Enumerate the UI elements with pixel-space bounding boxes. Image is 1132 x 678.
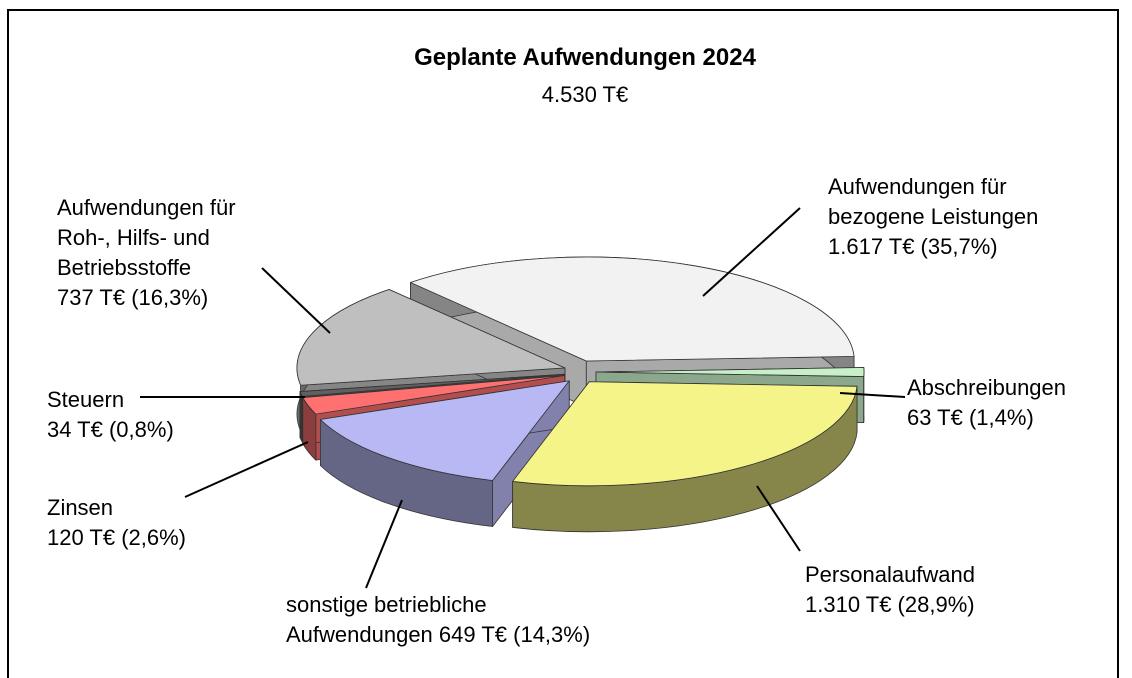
value-label: 737 T€ (16,3%) [57, 285, 209, 310]
chart-title: Geplante Aufwendungen 2024 [414, 44, 756, 71]
category-label: Abschreibungen [907, 375, 1067, 400]
slice-label: Personalaufwand 1.310 T€ (28,9%) [805, 560, 1065, 620]
slice-label: Steuern 34 T€ (0,8%) [47, 385, 247, 445]
pie-slice [512, 381, 858, 533]
leader-lines [140, 207, 906, 589]
category-label: Aufwendungen für bezogene Leistungen [828, 174, 1039, 229]
value-label: 120 T€ (2,6%) [47, 525, 187, 550]
slice-label: Aufwendungen für bezogene Leistungen 1.61… [828, 172, 1068, 262]
leader-line [756, 485, 801, 552]
slice-label: Aufwendungen für Roh-, Hilfs- und Betrie… [57, 193, 257, 313]
value-label: 1.310 T€ (28,9%) [805, 592, 975, 617]
category-label: Zinsen [47, 495, 114, 520]
slice-label: Abschreibungen 63 T€ (1,4%) [907, 373, 1127, 433]
value-label: 34 T€ (0,8%) [47, 417, 174, 442]
leader-line [839, 392, 906, 398]
slice-label: Zinsen 120 T€ (2,6%) [47, 493, 247, 553]
slice-top [410, 256, 855, 362]
slice-wall [299, 391, 303, 443]
category-label: Personalaufwand [805, 562, 976, 587]
pie [296, 256, 865, 533]
category-label: Steuern [47, 387, 125, 412]
slice-label: sonstige betriebliche Aufwendungen 649 T… [286, 590, 606, 650]
slice-top [319, 380, 570, 481]
slice-top [512, 381, 858, 487]
leader-line [365, 499, 403, 589]
leader-line [184, 441, 309, 498]
slice-top [296, 289, 566, 386]
value-label: 649 T€ (14,3%) [438, 622, 591, 647]
frame [7, 9, 1119, 678]
value-label: 1.617 T€ (35,7%) [828, 234, 998, 259]
value-label: 63 T€ (1,4%) [907, 405, 1034, 430]
leader-line [702, 207, 801, 297]
chart-subtitle: 4.530 T€ [541, 82, 629, 107]
slice-top [595, 367, 865, 377]
category-label: Aufwendungen für Roh-, Hilfs- und Betrie… [57, 195, 236, 280]
leader-line [261, 267, 331, 334]
pie-slice [319, 380, 570, 527]
category-label: sonstige betriebliche Aufwendungen [286, 592, 487, 647]
